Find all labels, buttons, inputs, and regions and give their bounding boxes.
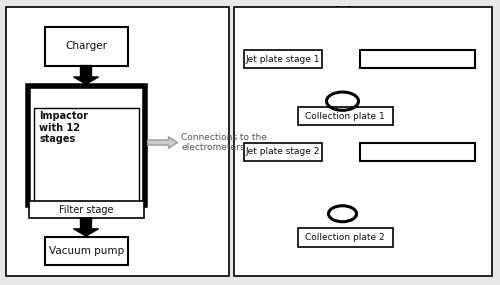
Bar — [244, 142, 322, 161]
Bar — [360, 142, 475, 161]
Bar — [234, 7, 491, 276]
Text: Connections to the
electrometers: Connections to the electrometers — [181, 133, 267, 152]
FancyArrow shape — [148, 137, 178, 148]
Bar — [298, 228, 392, 247]
Bar — [28, 86, 145, 205]
Bar — [28, 201, 144, 218]
Bar — [360, 50, 475, 68]
Text: Collection plate 2: Collection plate 2 — [305, 233, 385, 242]
Bar — [45, 27, 128, 66]
Text: Jet plate stage 1: Jet plate stage 1 — [246, 55, 320, 64]
Text: Collection plate 1: Collection plate 1 — [305, 112, 385, 121]
Text: Filter stage: Filter stage — [59, 205, 114, 215]
Text: Vacuum pump: Vacuum pump — [48, 246, 124, 256]
Bar — [244, 50, 322, 68]
Bar — [45, 237, 128, 265]
FancyArrow shape — [74, 66, 98, 84]
Bar — [6, 7, 228, 276]
Text: Impactor
with 12
stages: Impactor with 12 stages — [39, 111, 88, 144]
Text: Charger: Charger — [65, 41, 107, 51]
Bar — [34, 108, 139, 202]
Text: Jet plate stage 2: Jet plate stage 2 — [246, 147, 320, 156]
FancyArrow shape — [74, 218, 98, 236]
Bar — [298, 107, 392, 125]
